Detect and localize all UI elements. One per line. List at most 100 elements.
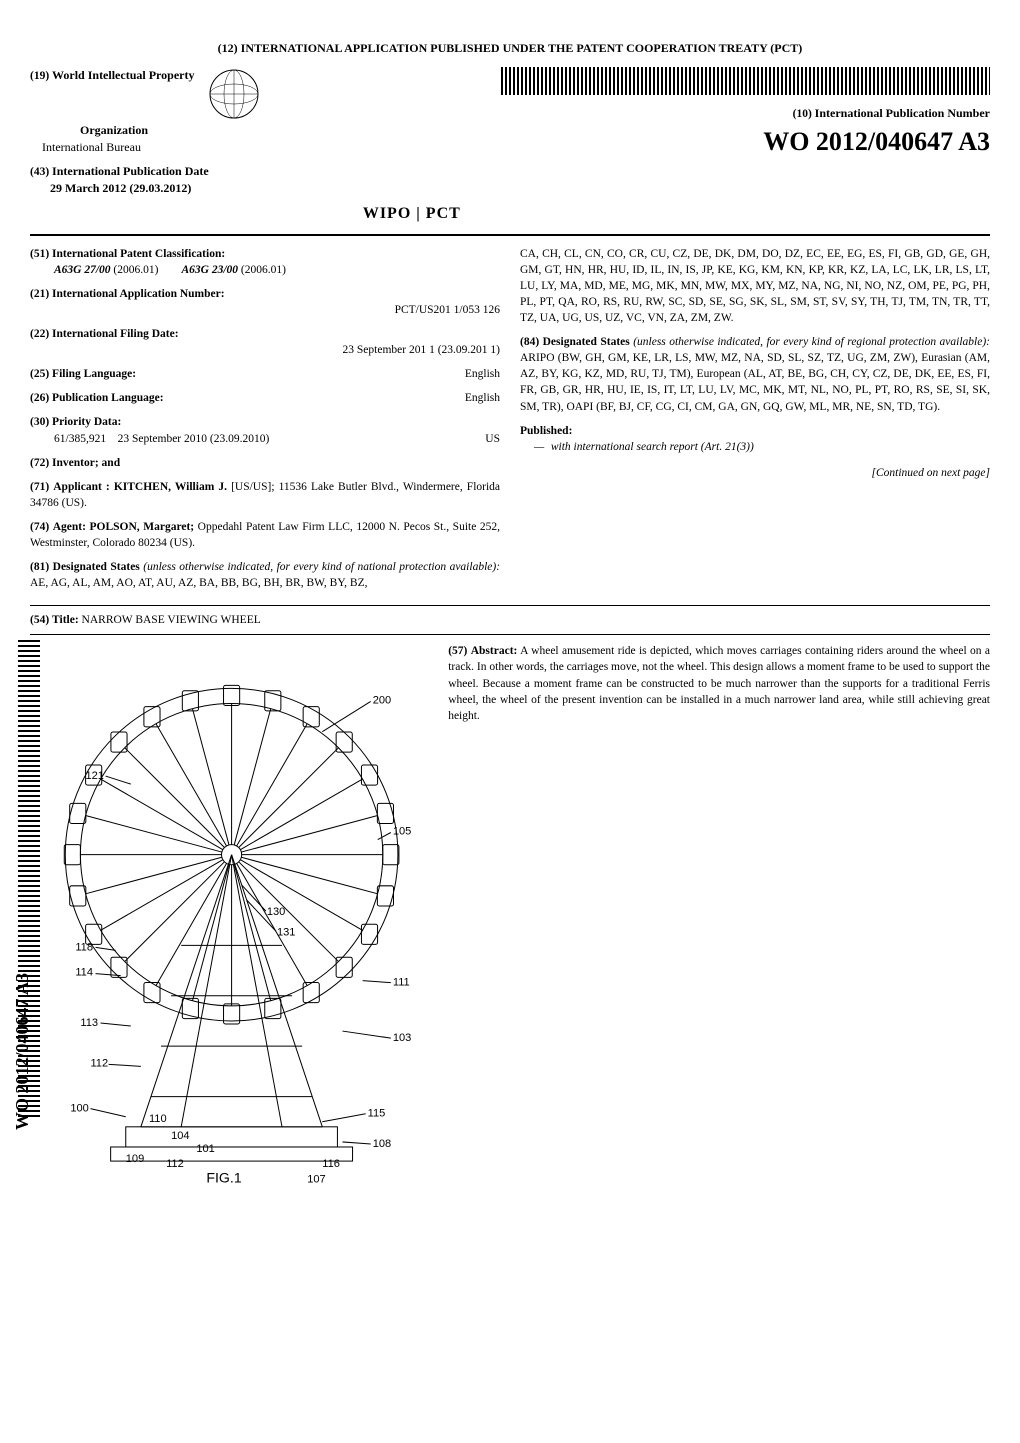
filinglang-code: (25): [30, 368, 49, 380]
ref-100: 100: [70, 1103, 88, 1115]
filinglang-value: English: [465, 366, 500, 382]
ref-111: 111: [393, 977, 410, 989]
pub-num: WO 2012/040647 A3: [501, 124, 990, 160]
continued-note: [Continued on next page]: [520, 465, 990, 481]
dash-icon: —: [534, 439, 548, 455]
filingdate-value: 23 September 201 1 (23.09.201 1): [30, 342, 500, 358]
filingdate-code: (22): [30, 328, 49, 340]
abstract-label: Abstract:: [471, 645, 518, 657]
treaty-title: (12) INTERNATIONAL APPLICATION PUBLISHED…: [30, 40, 990, 57]
figure-column: 200 121 105 130 131 118 114 111: [30, 643, 433, 1192]
ref-103: 103: [393, 1033, 411, 1045]
desig-nat-states-right: CA, CH, CL, CN, CO, CR, CU, CZ, DE, DK, …: [520, 246, 990, 326]
wipo-logo-icon: [207, 67, 262, 122]
filingdate-field: (22) International Filing Date: 23 Septe…: [30, 326, 500, 358]
ipc-code: (51): [30, 248, 49, 260]
priority-field: (30) Priority Data: 61/385,921 23 Septem…: [30, 414, 500, 446]
desig-nat-label: Designated States: [53, 561, 140, 573]
applicant-field: (71) Applicant : KITCHEN, William J. [US…: [30, 479, 500, 511]
desig-nat-states-left: AE, AG, AL, AM, AO, AT, AU, AZ, BA, BB, …: [30, 577, 368, 589]
desig-regional-field: (84) Designated States (unless otherwise…: [520, 334, 990, 414]
left-column: (51) International Patent Classification…: [30, 246, 500, 600]
agent-name: POLSON, Margaret;: [90, 521, 195, 533]
pub-date-code: (43): [30, 166, 49, 178]
ref-121: 121: [85, 770, 103, 782]
ipc-class-0: A63G 27/00: [54, 264, 111, 276]
ref-131: 131: [277, 927, 295, 939]
filinglang-label: Filing Language:: [52, 368, 136, 380]
inventor-label: Inventor; and: [52, 457, 120, 469]
pub-num-code: (10): [793, 108, 812, 120]
horizontal-barcode: [501, 67, 990, 95]
appnum-label: International Application Number:: [52, 288, 225, 300]
wipo-globe-icon: [207, 67, 262, 122]
publang-code: (26): [30, 392, 49, 404]
ref-101: 101: [196, 1143, 214, 1155]
applicant-nat: [US/US];: [231, 481, 274, 493]
published-field: Published: — with international search r…: [520, 423, 990, 455]
applicant-name: KITCHEN, William J.: [114, 481, 227, 493]
ref-105: 105: [393, 826, 411, 838]
applicant-code: (71): [30, 481, 49, 493]
inventor-code: (72): [30, 457, 49, 469]
desig-national-field: (81) Designated States (unless otherwise…: [30, 559, 500, 591]
abstract-code: (57): [448, 645, 467, 657]
figure-caption: FIG.1: [206, 1170, 241, 1186]
figure-1-svg: 200 121 105 130 131 118 114 111: [30, 643, 433, 1187]
right-column: CA, CH, CL, CN, CO, CR, CU, CZ, DE, DK, …: [520, 246, 990, 600]
ref-115: 115: [368, 1108, 386, 1120]
wipo-pct-text: WIPO | PCT: [363, 203, 461, 225]
priority-label: Priority Data:: [52, 416, 121, 428]
applicant-label: Applicant :: [53, 481, 109, 493]
desig-nat-code: (81): [30, 561, 49, 573]
ref-112b: 112: [166, 1158, 184, 1170]
ref-110: 110: [149, 1113, 167, 1125]
agent-code: (74): [30, 521, 49, 533]
abstract-text: A wheel amusement ride is depicted, whic…: [448, 645, 990, 721]
ref-109: 109: [126, 1153, 144, 1165]
ref-112: 112: [90, 1058, 108, 1070]
ref-130: 130: [267, 907, 285, 919]
org-code: (19): [30, 70, 49, 82]
filingdate-label: International Filing Date:: [52, 328, 179, 340]
appnum-field: (21) International Application Number: P…: [30, 286, 500, 318]
org-name: Organization: [80, 122, 491, 139]
ref-118: 118: [75, 942, 93, 954]
vertical-pubnum: WO 2012/040647 A3: [10, 973, 35, 1130]
title-label: Title:: [52, 614, 79, 626]
header-left: (19) World Intellectual Property Organiz…: [30, 67, 491, 226]
ipc-ver-1: (2006.01): [241, 264, 286, 276]
priority-code: (30): [30, 416, 49, 428]
ref-108: 108: [373, 1138, 391, 1150]
ref-107: 107: [307, 1174, 325, 1186]
publang-field: (26) Publication Language: English: [30, 390, 500, 406]
publang-label: Publication Language:: [52, 392, 164, 404]
agent-field: (74) Agent: POLSON, Margaret; Oppedahl P…: [30, 519, 500, 551]
ref-113: 113: [80, 1017, 98, 1029]
inventor-field: (72) Inventor; and: [30, 455, 500, 471]
ipc-label: International Patent Classification:: [52, 248, 225, 260]
title-text: NARROW BASE VIEWING WHEEL: [82, 614, 261, 626]
patent-page: (12) INTERNATIONAL APPLICATION PUBLISHED…: [30, 40, 990, 1193]
priority-num: 61/385,921: [54, 433, 106, 445]
ipc-class-1: A63G 23/00: [181, 264, 238, 276]
ref-200: 200: [373, 695, 391, 707]
ref-116: 116: [322, 1158, 340, 1170]
desig-reg-label: Designated States: [543, 336, 630, 348]
title-code: (54): [30, 614, 49, 626]
published-item: with international search report (Art. 2…: [551, 441, 754, 453]
pub-num-label: International Publication Number: [815, 106, 990, 120]
appnum-code: (21): [30, 288, 49, 300]
appnum-value: PCT/US201 1/053 126: [30, 302, 500, 318]
pub-date-label: International Publication Date: [52, 164, 209, 178]
header-right: (10) International Publication Number WO…: [501, 67, 990, 226]
title-row: (54) Title: NARROW BASE VIEWING WHEEL: [30, 605, 990, 635]
ipc-ver-0: (2006.01): [113, 264, 158, 276]
bureau: International Bureau: [42, 139, 491, 156]
desig-reg-code: (84): [520, 336, 539, 348]
ref-114: 114: [75, 967, 93, 979]
ref-104: 104: [171, 1130, 189, 1142]
priority-date: 23 September 2010 (23.09.2010): [118, 433, 270, 445]
org-label: World Intellectual Property: [52, 68, 194, 82]
publang-value: English: [465, 390, 500, 406]
